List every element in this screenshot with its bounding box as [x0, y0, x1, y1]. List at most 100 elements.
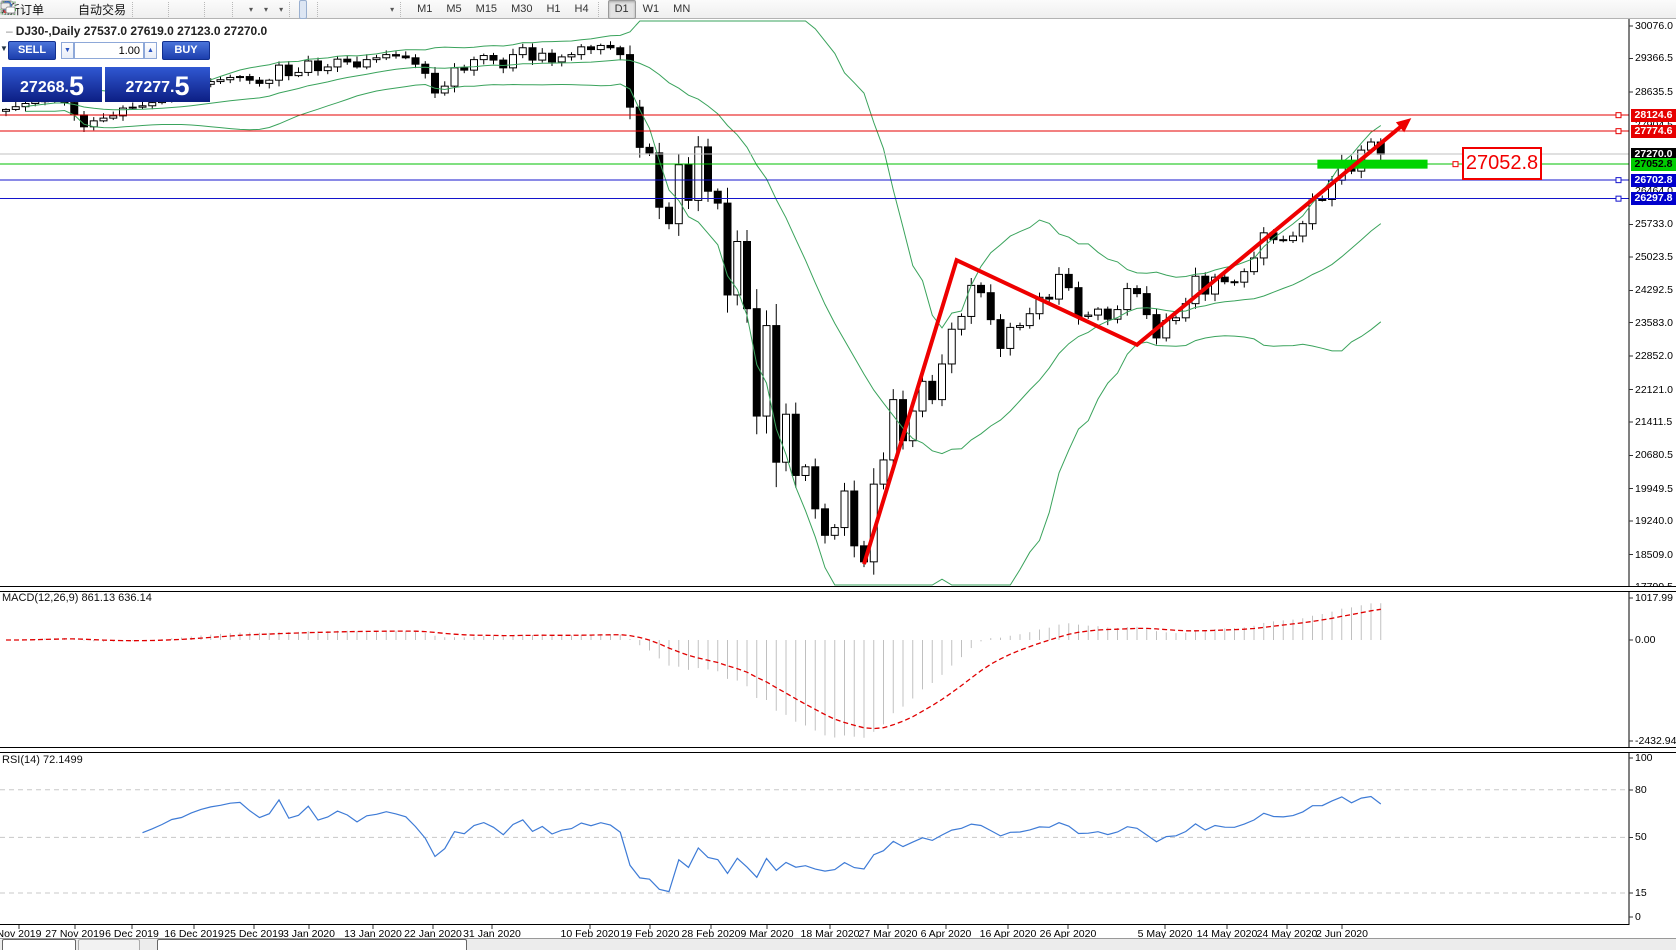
crosshair-button[interactable] [1, 0, 315, 19]
search-button[interactable] [2, 0, 1666, 19]
timeframe-d1-button[interactable]: D1 [607, 0, 636, 19]
price-level-badge: 26297.8 [1631, 192, 1676, 206]
date-axis-label: 24 May 2020 [1256, 928, 1318, 940]
trendline-button[interactable] [1, 0, 351, 19]
price-axis-tick: 21411.5 [1635, 415, 1676, 428]
date-axis-label: 16 Dec 2019 [164, 928, 224, 940]
rsi-axis-tick: 80 [1635, 783, 1676, 796]
chart-tab[interactable] [78, 939, 140, 950]
timeframe-mn-button[interactable]: MN [673, 2, 691, 15]
volume-decrease-button[interactable]: ▼ [61, 42, 74, 59]
date-axis-label: 19 Feb 2020 [620, 928, 680, 940]
macd-axis-tick: 0.00 [1635, 634, 1676, 646]
toolbar-separator [204, 1, 212, 17]
vertical-line-button[interactable] [7, 0, 335, 19]
date-axis-label: 22 Jan 2020 [404, 928, 462, 940]
chart-title-mark: – [6, 24, 13, 38]
community-button[interactable] [2, 0, 64, 19]
date-axis-label: 6 Dec 2019 [105, 928, 159, 940]
timeframe-m15-button[interactable]: M15 [475, 2, 498, 15]
new-chart-button[interactable]: ▾ [0, 0, 257, 19]
candlestick-chart-button[interactable] [2, 0, 158, 19]
arrows-button[interactable]: ▾ [1, 0, 398, 19]
toolbar-separator [289, 1, 297, 17]
panel-collapse-icon[interactable]: ▼ [0, 44, 8, 53]
sell-price-pips: 5 [68, 71, 84, 101]
market-button[interactable] [1, 0, 56, 19]
buy-price-button[interactable]: 27277. 5 [105, 67, 210, 102]
chart-tabs-bar [0, 938, 1676, 950]
zoom-out-button[interactable] [2, 0, 194, 19]
date-axis-label: 10 Feb 2020 [560, 928, 620, 940]
price-axis-tick: 23583.0 [1635, 316, 1676, 329]
timeframe-h1-button[interactable]: H1 [546, 2, 561, 15]
cursor-button[interactable] [3, 0, 308, 19]
buy-price-pips: 5 [174, 71, 190, 101]
price-axis-tick: 18509.0 [1635, 548, 1676, 561]
chart-tab[interactable] [2, 939, 76, 950]
signals-button[interactable] [1, 0, 72, 19]
toolbar-separator [232, 1, 240, 17]
arrowhead-icon [1395, 118, 1412, 133]
pane-separator-dates [0, 924, 1629, 925]
sell-button[interactable]: SELL [8, 41, 56, 60]
date-axis-label: 9 Mar 2020 [740, 928, 794, 940]
timeframe-h4-button[interactable]: H4 [574, 2, 589, 15]
price-level-badge: 27774.6 [1631, 124, 1676, 138]
fibonacci-button[interactable]: F [1, 0, 367, 19]
chart-tab[interactable] [157, 939, 467, 950]
profiles-button[interactable]: ▾ [1, 0, 272, 19]
autotrading-button[interactable]: 自动交易 [2, 0, 130, 19]
pane-separator-macd[interactable] [0, 586, 1676, 592]
equidistant-channel-button[interactable]: E [0, 0, 359, 19]
chart-title: – DJ30-,Daily 27537.0 27619.0 27123.0 272… [6, 24, 267, 38]
toolbar-separator [317, 1, 325, 17]
timeframe-w1-button[interactable]: W1 [642, 2, 660, 15]
timeframe-m1-button[interactable]: M1 [417, 2, 433, 15]
volume-increase-button[interactable]: ▲ [144, 42, 157, 59]
date-axis-label: 28 Feb 2020 [681, 928, 741, 940]
support-highlight-box[interactable] [1317, 159, 1428, 169]
axes [18, 19, 1633, 929]
pane-separator-rsi[interactable] [0, 747, 1676, 753]
auto-scroll-button[interactable] [1, 0, 222, 19]
date-axis-label: Nov 2019 [0, 928, 42, 940]
buy-button[interactable]: BUY [162, 41, 210, 60]
date-axis-label: 16 Apr 2020 [979, 928, 1037, 940]
date-axis-label: 31 Jan 2020 [463, 928, 521, 940]
date-axis-label: 5 May 2020 [1137, 928, 1193, 940]
macd-pane [6, 603, 1382, 738]
price-axis-tick: 25023.5 [1635, 250, 1676, 263]
macd-label: MACD(12,26,9) 861.13 636.14 [2, 592, 152, 604]
text-label-button[interactable]: T [0, 0, 383, 19]
trend-zigzag-arrow[interactable] [862, 121, 1407, 565]
price-level-badge: 26702.8 [1631, 173, 1676, 187]
line-chart-button[interactable] [1, 0, 166, 19]
level-lines [0, 112, 1629, 202]
indicators-button[interactable]: ▾ [0, 0, 287, 19]
chevron-down-icon: ▾ [390, 4, 395, 14]
timeframe-m5-button[interactable]: M5 [446, 2, 462, 15]
price-axis-tick: 29366.5 [1635, 52, 1676, 65]
price-axis-tick: 19240.0 [1635, 515, 1676, 528]
text-button[interactable]: A [4, 0, 375, 19]
chat-button[interactable] [0, 0, 1674, 19]
price-level-badge: 28124.6 [1631, 108, 1676, 122]
date-axis-label: 18 Mar 2020 [800, 928, 860, 940]
horizontal-line-button[interactable] [2, 0, 343, 19]
callout-anchor [1452, 161, 1459, 168]
date-axis-label: 13 Jan 2020 [344, 928, 402, 940]
buy-price-main: 27277. [125, 79, 175, 96]
sell-price-button[interactable]: 27268. 5 [2, 67, 102, 102]
bar-chart-button[interactable] [3, 0, 150, 19]
price-axis-tick: 24292.5 [1635, 284, 1676, 297]
volume-input[interactable] [74, 42, 144, 59]
timeframe-m30-button[interactable]: M30 [511, 2, 533, 15]
zoom-in-button[interactable] [2, 0, 186, 19]
tile-windows-button[interactable] [2, 0, 202, 19]
date-axis-label: 14 May 2020 [1196, 928, 1258, 940]
chart-shift-button[interactable] [1, 0, 230, 19]
price-axis-tick: 28635.5 [1635, 85, 1676, 98]
